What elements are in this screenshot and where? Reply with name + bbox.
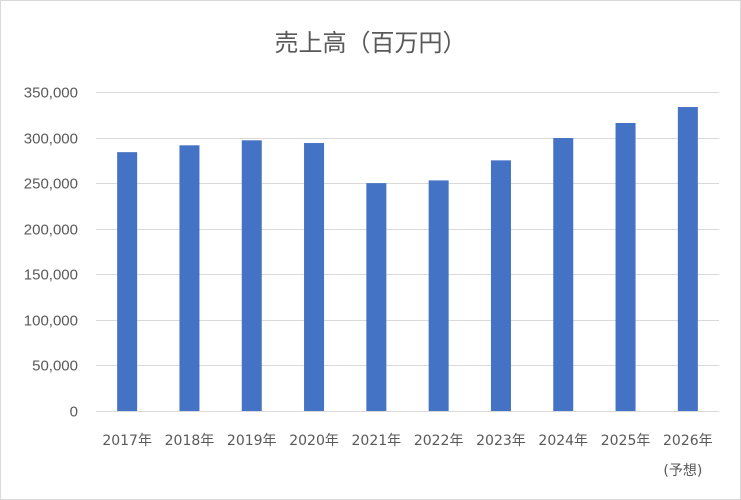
y-tick-label: 150,000 xyxy=(24,267,78,284)
x-category-label: 2018年 xyxy=(165,433,215,449)
y-tick-label: 0 xyxy=(70,404,78,421)
y-tick-label: 300,000 xyxy=(24,131,78,148)
gridlines xyxy=(96,92,719,412)
bar xyxy=(366,183,387,411)
y-tick-label: 350,000 xyxy=(24,85,78,102)
x-category-label: 2023年 xyxy=(476,433,526,449)
y-tick-label: 50,000 xyxy=(32,358,78,375)
x-category-label: 2026年 xyxy=(663,433,713,449)
bar xyxy=(490,160,511,411)
bar xyxy=(304,143,325,412)
y-tick-label: 250,000 xyxy=(24,176,78,193)
bar xyxy=(117,152,138,411)
y-tick-label: 100,000 xyxy=(24,313,78,330)
bar xyxy=(241,140,262,411)
bar xyxy=(428,180,449,411)
y-axis-tick-labels: 0 50,000 100,000 150,000 200,000 250,000 300,0… xyxy=(24,85,78,421)
x-category-label: 2022年 xyxy=(414,433,464,449)
x-category-label: 2019年 xyxy=(227,433,277,449)
x-category-sublabel: (予想) xyxy=(663,463,702,479)
x-category-label: 2020年 xyxy=(289,433,339,449)
chart-title: 売上高（百万円） xyxy=(274,29,467,57)
x-category-label: 2024年 xyxy=(538,433,588,449)
bar xyxy=(615,122,636,411)
x-category-label: 2017年 xyxy=(102,433,152,449)
y-tick-label: 200,000 xyxy=(24,222,78,239)
x-axis-category-labels: 2017年 2018年 2019年 2020年 2021年 2022年 2023年 2024年… xyxy=(102,433,712,479)
x-category-label: 2021年 xyxy=(352,433,402,449)
bar xyxy=(677,107,698,411)
bar xyxy=(553,138,574,411)
bars xyxy=(117,107,698,412)
x-category-label: 2025年 xyxy=(601,433,651,449)
bar xyxy=(179,145,200,411)
